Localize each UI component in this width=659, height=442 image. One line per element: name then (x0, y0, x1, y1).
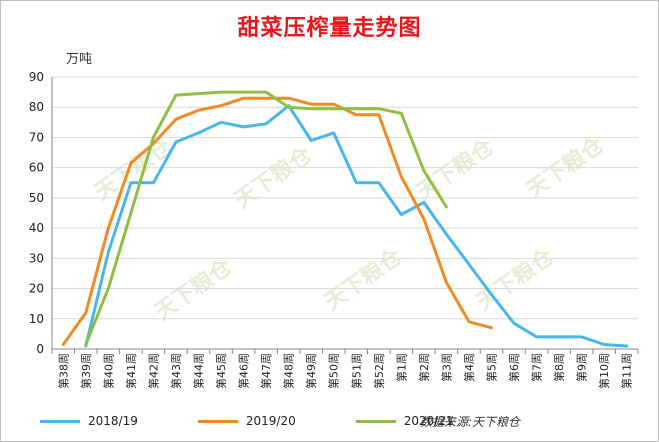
x-tick-label: 第51周 (349, 353, 363, 389)
legend-swatch (197, 419, 238, 423)
series-line-2020-21 (84, 90, 448, 346)
x-tick-label: 第39周 (79, 353, 93, 389)
y-tick-label: 40 (29, 221, 44, 235)
legend-item-2018-19: 2018/19 (40, 414, 138, 428)
x-tick-label: 第2周 (417, 353, 431, 382)
y-tick-label: 30 (29, 251, 44, 265)
legend-label: 2018/19 (88, 414, 138, 428)
x-tick-label: 第4周 (462, 353, 476, 382)
legend-label: 2020/21 (403, 414, 454, 428)
x-tick-label: 第38周 (56, 353, 70, 389)
x-tick-label: 第48周 (282, 353, 296, 389)
y-tick-label: 80 (29, 100, 44, 114)
legend-swatch (40, 419, 80, 423)
series-line-2018-19 (84, 104, 629, 348)
legend: 2018/19 2019/20 2020/21 (40, 414, 514, 428)
x-tick-label: 第42周 (146, 353, 160, 389)
y-unit-label: 万吨 (66, 52, 93, 67)
x-tick-label: 第40周 (101, 353, 115, 389)
y-tick-label: 90 (29, 70, 44, 84)
x-tick-label: 第6周 (507, 353, 521, 382)
x-tick-label: 第49周 (304, 353, 318, 389)
x-tick-label: 第3周 (439, 353, 453, 382)
x-tick-label: 第45周 (214, 353, 228, 389)
x-tick-label: 第47周 (259, 353, 273, 389)
x-tick-label: 第11周 (620, 353, 634, 389)
x-tick-label: 第46周 (237, 353, 251, 389)
y-tick-label: 50 (29, 191, 44, 205)
y-tick-label: 0 (36, 342, 44, 356)
legend-item-2020-21: 2020/21 (355, 414, 454, 428)
y-tick-label: 70 (29, 130, 44, 144)
x-tick-label: 第43周 (169, 353, 183, 389)
x-tick-label: 第50周 (327, 353, 341, 389)
legend-item-2019-20: 2019/20 (197, 414, 296, 428)
legend-swatch (355, 419, 396, 423)
y-tick-label: 10 (29, 312, 44, 326)
data-source-note: 数据来源:天下粮仓 (420, 415, 521, 429)
chart-title: 甜菜压榨量走势图 (237, 15, 422, 41)
legend-label: 2019/20 (245, 414, 296, 428)
x-tick-label: 第44周 (192, 353, 206, 389)
x-tick-label: 第5周 (485, 353, 499, 382)
x-tick-label: 第8周 (552, 353, 566, 382)
x-tick-label: 第9周 (575, 353, 589, 382)
x-tick-label: 第41周 (124, 353, 138, 389)
x-tick-label: 第7周 (530, 353, 544, 382)
y-tick-label: 20 (29, 282, 44, 296)
x-tick-label: 第52周 (372, 353, 386, 389)
x-tick-label: 第1周 (394, 353, 408, 382)
x-tick-label: 第10周 (597, 353, 611, 389)
y-tick-label: 60 (29, 161, 44, 175)
